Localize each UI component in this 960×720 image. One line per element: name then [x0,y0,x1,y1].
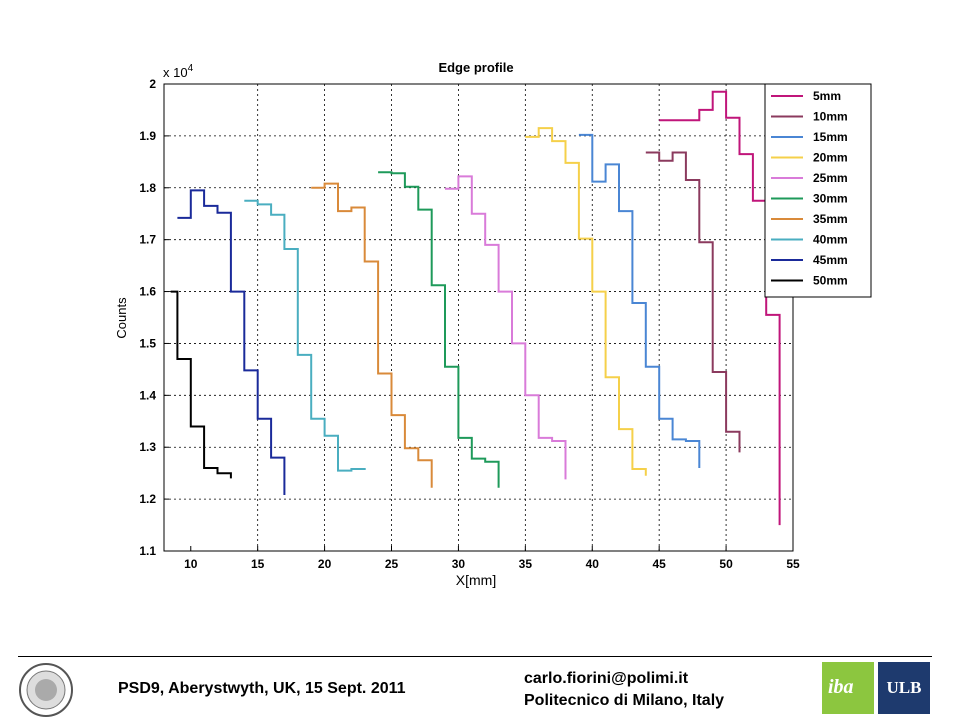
series-line-20mm [525,127,647,476]
legend-label: 20mm [813,151,848,165]
legend: 5mm 10mm 15mm 20mm 25mm 30mm 35mm 40mm 45mm 50mm [764,83,872,298]
x-tick-label: 45 [652,557,666,571]
legend-label: 25mm [813,171,848,185]
legend-label: 35mm [813,212,848,226]
grid [164,84,793,551]
series-line-10mm [645,151,741,453]
x-tick-label: 20 [318,557,332,571]
y-tick-label: 1.4 [139,388,156,402]
y-tick-label: 1.9 [139,129,156,143]
legend-label: 5mm [813,89,841,103]
chart-title: Edge profile [438,60,513,75]
y-multiplier-base: x 10 [163,65,188,80]
series-line-40mm [244,199,366,472]
plot-frame [163,83,794,552]
contact-email: carlo.fiorini@polimi.it [524,670,689,687]
x-tick-label: 40 [586,557,600,571]
series-line-45mm [177,189,286,495]
footer-divider [18,656,932,657]
ulb-logo: ULB [878,662,930,714]
contact-block: carlo.fiorini@polimi.it Politecnico di M… [524,668,724,712]
legend-label: 45mm [813,253,848,267]
y-multiplier: x 104 [163,63,194,80]
series-line-5mm [659,90,781,526]
y-tick-label: 1.2 [139,492,156,506]
y-multiplier-exponent: 4 [188,63,194,74]
edge-profile-chart: Edge profile x 104 X[mm] Counts 10 15 20 25… [114,60,872,588]
series-line-50mm [170,290,232,479]
legend-label: 40mm [813,233,848,247]
series-line-25mm [445,175,567,480]
y-tick-label: 2 [149,77,156,91]
iba-logo: iba [822,662,874,714]
y-axis-label: Counts [114,297,129,339]
x-tick-label: 50 [719,557,733,571]
y-tick-label: 1.8 [139,181,156,195]
legend-label: 30mm [813,192,848,206]
x-tick-label: 30 [452,557,466,571]
series-lines [170,90,781,526]
x-tick-label: 55 [786,557,800,571]
conference-info: PSD9, Aberystwyth, UK, 15 Sept. 2011 [118,680,406,697]
y-tick-label: 1.6 [139,285,156,299]
x-tick-label: 15 [251,557,265,571]
legend-label: 50mm [813,274,848,288]
x-axis-label: X[mm] [456,572,496,588]
university-seal-icon [19,663,73,717]
series-line-35mm [311,182,433,488]
iba-logo-text: iba [828,676,854,698]
y-tick-label: 1.7 [139,233,156,247]
series-line-15mm [578,133,701,468]
x-tick-label: 25 [385,557,399,571]
series-line-30mm [378,171,500,488]
x-tick-label: 10 [184,557,198,571]
axis-ticks: 10 15 20 25 30 35 40 45 50 55 1.1 1.2 1.3 1.4 1.5 1.6 1.… [139,77,800,571]
x-tick-label: 35 [519,557,533,571]
y-tick-label: 1.5 [139,336,156,350]
legend-label: 10mm [813,110,848,124]
contact-affiliation: Politecnico di Milano, Italy [524,692,725,709]
y-tick-label: 1.3 [139,440,156,454]
legend-label: 15mm [813,130,848,144]
legend-box [764,83,872,298]
y-tick-label: 1.1 [139,544,156,558]
